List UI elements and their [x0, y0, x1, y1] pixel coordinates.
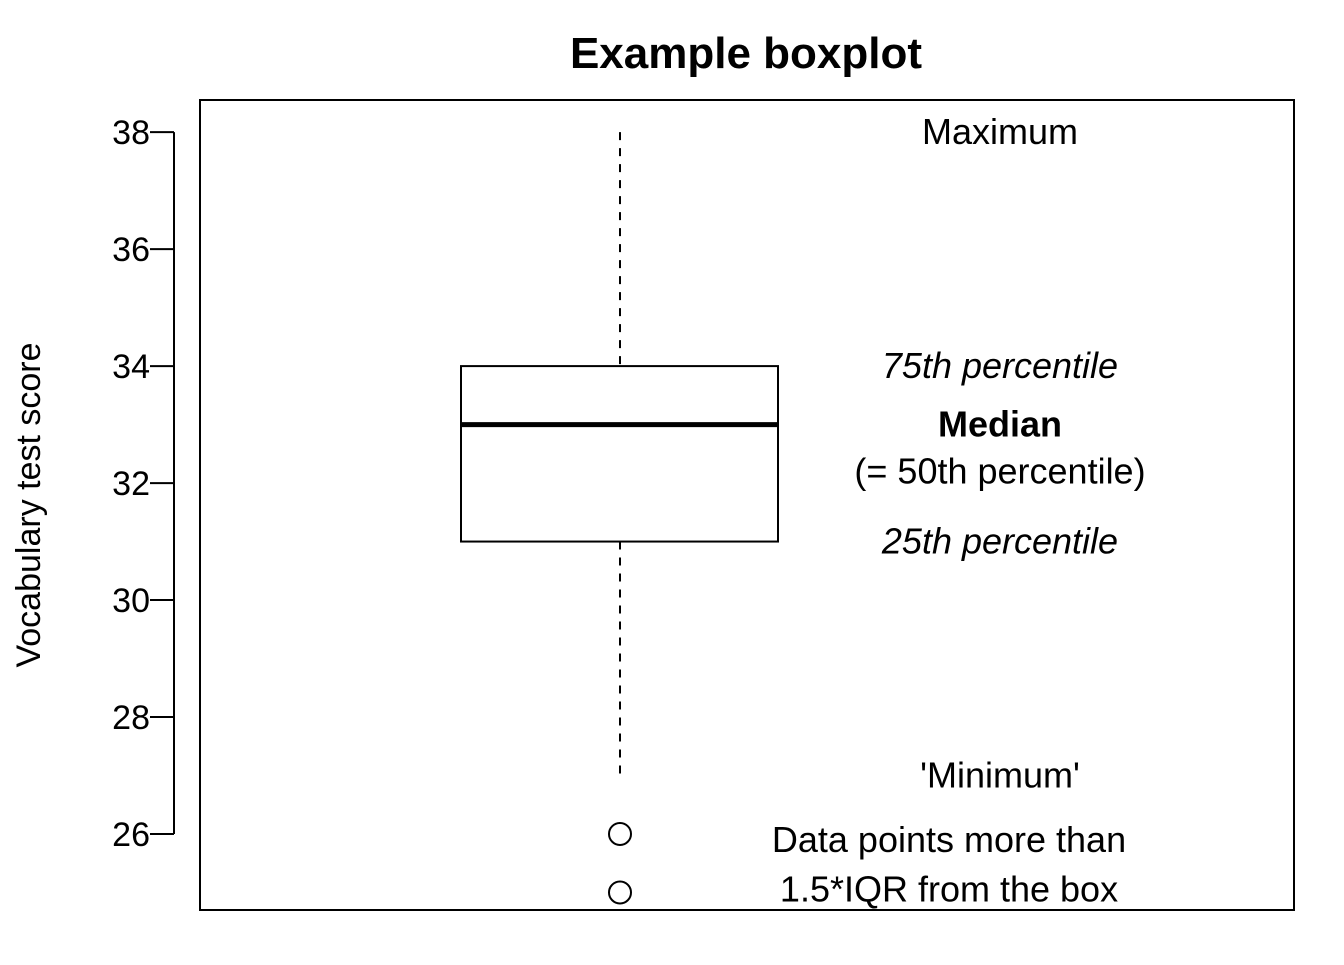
y-axis-ticks: 26 28 30 32 34 36 38	[112, 114, 174, 854]
y-tick-label: 34	[112, 348, 150, 386]
annotation-q3: 75th percentile	[882, 345, 1118, 386]
y-tick-label: 28	[112, 699, 150, 737]
annotation-outlier-line1: Data points more than	[772, 819, 1126, 860]
outlier-point	[608, 880, 632, 905]
annotation-q1: 25th percentile	[881, 521, 1118, 562]
annotation-minimum: 'Minimum'	[920, 754, 1080, 795]
iqr-box	[460, 365, 779, 543]
annotation-outlier-line2: 1.5*IQR from the box	[780, 869, 1118, 910]
outlier-point	[608, 821, 632, 846]
y-tick-label: 38	[112, 114, 150, 152]
y-tick-label: 36	[112, 231, 150, 269]
annotations: Maximum 75th percentile Median (= 50th perc…	[772, 111, 1146, 909]
plot-frame	[199, 99, 1295, 911]
annotation-median: Median	[938, 404, 1062, 445]
annotation-maximum: Maximum	[922, 111, 1078, 152]
chart-title: Example boxplot	[570, 29, 922, 78]
y-tick-label: 30	[112, 582, 150, 620]
y-tick-label: 26	[112, 816, 150, 854]
y-axis-label: Vocabulary test score	[10, 342, 48, 667]
annotation-median-sub: (= 50th percentile)	[854, 450, 1145, 491]
box-plot	[460, 132, 779, 905]
y-tick-label: 32	[112, 465, 150, 503]
